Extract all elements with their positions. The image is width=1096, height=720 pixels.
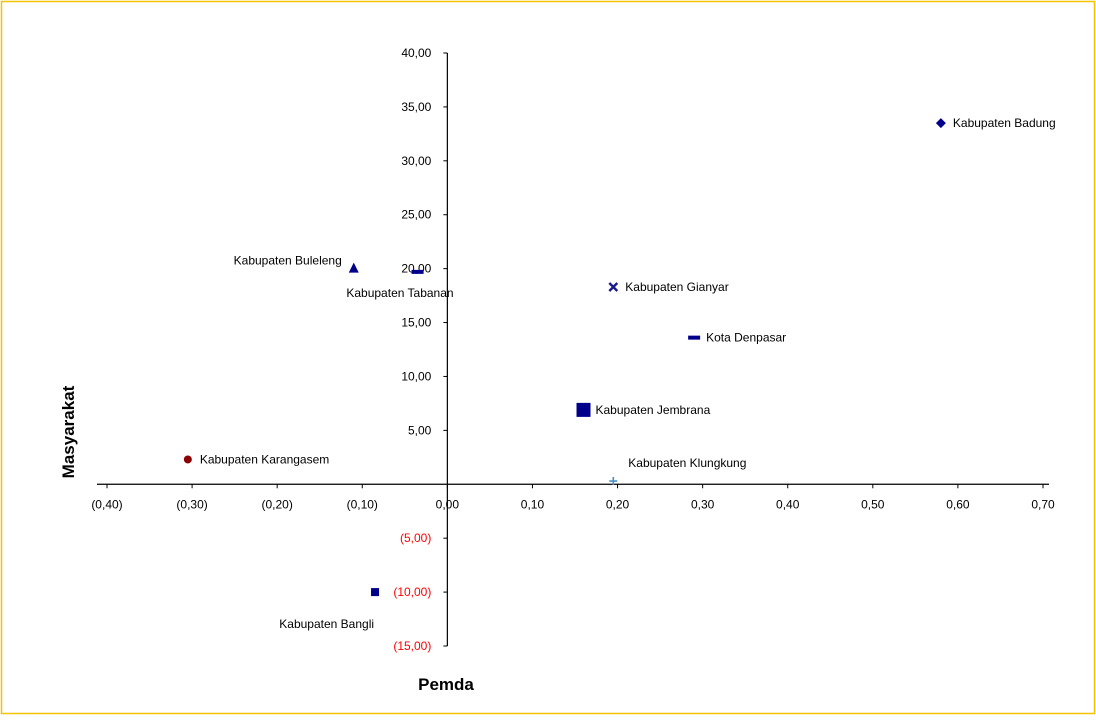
x-tick-label: (0,30) [176, 497, 207, 511]
point-marker [688, 335, 701, 340]
x-tick-label: (0,20) [262, 497, 293, 511]
point-label: Kota Denpasar [706, 331, 786, 345]
x-tick-label: 0,60 [946, 497, 970, 511]
tick-labels: 40,00 35,00 30,00 25,00 20,00 15,00 10,00 5,00 (… [91, 46, 1055, 653]
data-point: Kabupaten Badung [935, 116, 1056, 130]
x-tick-label: 0,00 [436, 497, 460, 511]
point-label: Kabupaten Buleleng [234, 254, 342, 268]
data-point: Kabupaten Karangasem [183, 452, 329, 466]
point-marker [608, 282, 619, 292]
x-tick-label: 0,70 [1031, 497, 1055, 511]
data-point: Kabupaten Bangli [279, 588, 380, 631]
x-tick-label: 0,50 [861, 497, 885, 511]
data-point: Kabupaten Klungkung [609, 456, 746, 486]
point-label: Kabupaten Klungkung [628, 456, 746, 470]
y-tick-label: (5,00) [400, 531, 431, 545]
y-tick-label: 25,00 [401, 208, 431, 222]
data-point: Kabupaten Buleleng [234, 254, 359, 273]
point-label: Kabupaten Gianyar [625, 280, 728, 294]
point-marker [609, 477, 618, 486]
axes [97, 52, 1049, 647]
y-tick-label: 40,00 [401, 46, 431, 60]
y-axis-label: Masyarakat [59, 385, 78, 478]
point-marker [371, 588, 380, 597]
point-label: Kabupaten Karangasem [200, 452, 329, 466]
x-tick-label: (0,10) [347, 497, 378, 511]
x-tick-label: (0,40) [91, 497, 122, 511]
point-marker [183, 455, 192, 464]
point-marker [348, 262, 359, 273]
point-marker [935, 118, 946, 129]
x-tick-label: 0,20 [606, 497, 630, 511]
data-point: Kabupaten Tabanan [346, 269, 454, 300]
y-tick-label: 5,00 [408, 423, 432, 437]
y-tick-label: (15,00) [393, 639, 431, 653]
y-tick-label: 30,00 [401, 154, 431, 168]
y-tick-label: 15,00 [401, 316, 431, 330]
y-tick-label: (10,00) [393, 585, 431, 599]
x-axis-label: Pemda [418, 675, 474, 694]
data-point: Kota Denpasar [688, 331, 786, 345]
point-marker [411, 269, 424, 274]
point-label: Kabupaten Badung [953, 116, 1056, 130]
point-label: Kabupaten Jembrana [596, 403, 711, 417]
data-point: Kabupaten Jembrana [576, 402, 711, 417]
data-points: Kabupaten Badung Kabupaten Buleleng Kabupa… [183, 116, 1056, 631]
point-label: Kabupaten Tabanan [346, 286, 453, 300]
point-marker [576, 402, 591, 417]
data-point: Kabupaten Gianyar [608, 280, 729, 294]
x-tick-label: 0,40 [776, 497, 800, 511]
y-tick-label: 35,00 [401, 100, 431, 114]
x-tick-label: 0,10 [521, 497, 545, 511]
y-tick-label: 10,00 [401, 369, 431, 383]
y-tick-label: 20,00 [401, 262, 431, 276]
x-tick-label: 0,30 [691, 497, 715, 511]
point-label: Kabupaten Bangli [279, 617, 374, 631]
